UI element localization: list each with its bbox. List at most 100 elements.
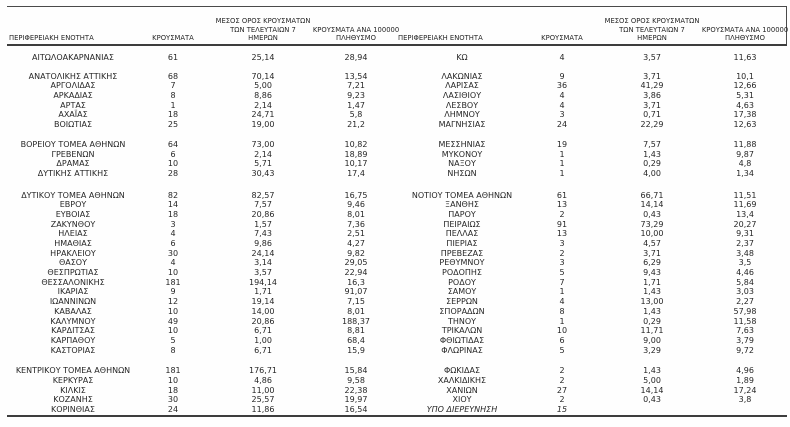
table-row: ΑΡΤΑΣ 1 2,14 1,47: [8, 101, 397, 111]
region-name-cell: ΜΥΚΟΝΟΥ: [441, 149, 483, 159]
cases-cell: 7: [170, 81, 176, 91]
per100k-cell: 2,51: [347, 229, 365, 239]
region-name-cell: ΞΑΝΘΗΣ: [445, 200, 479, 210]
table-row: ΧΑΝΙΩΝ 27 14,14 17,24: [397, 386, 786, 396]
table-row: ΡΟΔΟΠΗΣ 5 9,43 4,46: [397, 268, 786, 278]
cases-cell: 61: [167, 53, 179, 62]
per100k-cell: 5,84: [736, 277, 754, 287]
avg7-cell: 3,71: [643, 100, 661, 110]
cases-cell: 10: [167, 159, 179, 169]
avg7-cell: 5,00: [254, 81, 272, 91]
region-name-cell: ΓΡΕΒΕΝΩΝ: [51, 149, 95, 159]
per100k-cell: 28,94: [344, 53, 368, 62]
table-row: ΝΗΣΩΝ 1 4,00 1,34: [397, 169, 786, 179]
per100k-cell: 12,66: [733, 81, 757, 91]
avg7-cell: 7,57: [254, 200, 272, 210]
cases-cell: 30: [167, 248, 179, 258]
region-name-cell: ΛΑΣΙΘΙΟΥ: [442, 91, 482, 101]
col-header-avg7-line3: ΗΜΕΡΩΝ: [248, 33, 278, 42]
region-name-cell: ΝΑΞΟΥ: [448, 159, 476, 169]
table-row: ΒΟΙΩΤΙΑΣ 25 19,00 21,2: [8, 120, 397, 130]
table-row: ΣΑΜΟΥ 1 1,43 3,03: [397, 287, 786, 297]
table-row: ΘΕΣΠΡΩΤΙΑΣ 10 3,57 22,94: [8, 268, 397, 278]
per100k-cell: 8,01: [347, 209, 365, 219]
per100k-cell: 16,3: [347, 277, 365, 287]
region-name-cell: ΚΑΛΥΜΝΟΥ: [50, 316, 96, 326]
per100k-cell: 11,51: [733, 190, 757, 200]
cases-cell: 4: [559, 100, 565, 110]
avg7-cell: 82,57: [251, 190, 275, 200]
table-row: ΔΥΤΙΚΗΣ ΑΤΤΙΚΗΣ 28 30,43 17,4: [8, 169, 397, 179]
cases-cell: 1: [559, 149, 565, 159]
table-row: ΘΑΣΟΥ 4 3,14 29,05: [8, 258, 397, 268]
table-row: ΡΟΔΟΥ 7 1,71 5,84: [397, 278, 786, 288]
row-spacer: [397, 63, 786, 72]
cases-cell: 1: [559, 159, 565, 169]
cases-cell: 4: [559, 53, 565, 62]
cases-cell: 4: [170, 229, 176, 239]
col-header-cases: ΚΡΟΥΣΜΑΤΑ: [527, 7, 597, 44]
cases-cell: 3: [559, 258, 565, 268]
region-name-cell: ΦΛΩΡΙΝΑΣ: [441, 345, 483, 355]
per100k-cell: 10,1: [736, 71, 754, 81]
table-row: ΗΡΑΚΛΕΙΟΥ 30 24,14 9,82: [8, 249, 397, 259]
col-header-avg7-line1: ΜΕΣΟΣ ΟΡΟΣ ΚΡΟΥΣΜΑΤΩΝ: [215, 17, 311, 26]
avg7-cell: 14,14: [640, 200, 664, 210]
avg7-cell: 14,14: [640, 385, 664, 395]
cases-cell: 2: [559, 366, 565, 376]
avg7-cell: 5,00: [643, 375, 661, 385]
per100k-cell: 4,96: [736, 366, 754, 376]
region-name-cell: ΚΟΡΙΝΘΙΑΣ: [51, 405, 95, 414]
table-row: ΔΥΤΙΚΟΥ ΤΟΜΕΑ ΑΘΗΝΩΝ 82 82,57 16,75: [8, 191, 397, 201]
avg7-cell: 3,57: [254, 268, 272, 278]
region-name-cell: ΚΟΖΑΝΗΣ: [53, 395, 93, 405]
cases-cell: 5: [559, 268, 565, 278]
region-name-cell: ΕΒΡΟΥ: [59, 200, 87, 210]
cases-cell: 4: [170, 258, 176, 268]
cases-cell: 1: [559, 316, 565, 326]
region-name-cell: ΚΑΡΔΙΤΣΑΣ: [51, 326, 95, 336]
col-header-region-label: ΠΕΡΙΦΕΡΕΙΑΚΗ ΕΝΟΤΗΤΑ: [398, 33, 483, 42]
cases-cell: 10: [167, 375, 179, 385]
avg7-cell: 3,14: [254, 258, 272, 268]
table-row: ΛΑΚΩΝΙΑΣ 9 3,71 10,1: [397, 72, 786, 82]
avg7-cell: 9,00: [643, 335, 661, 345]
table-row: ΧΑΛΚΙΔΙΚΗΣ 2 5,00 1,89: [397, 376, 786, 386]
region-name-cell: ΛΑΡΙΣΑΣ: [445, 81, 479, 91]
col-header-per100k-line1: ΚΡΟΥΣΜΑΤΑ ΑΝΑ 100000: [701, 25, 789, 34]
region-name-cell: ΡΟΔΟΠΗΣ: [442, 268, 482, 278]
table-row: ΛΑΡΙΣΑΣ 36 41,29 12,66: [397, 81, 786, 91]
region-name-cell: ΚΑΡΠΑΘΟΥ: [50, 335, 96, 345]
per100k-cell: 7,63: [736, 326, 754, 336]
row-spacer: [397, 179, 786, 191]
region-name-cell: ΠΙΕΡΙΑΣ: [446, 239, 478, 248]
per100k-cell: 18,89: [344, 149, 368, 159]
avg7-cell: 1,71: [254, 287, 272, 297]
region-name-cell: ΒΟΡΕΙΟΥ ΤΟΜΕΑ ΑΘΗΝΩΝ: [20, 139, 126, 149]
table-row: ΦΩΚΙΔΑΣ 2 1,43 4,96: [397, 366, 786, 376]
avg7-cell: 24,71: [251, 110, 275, 120]
avg7-cell: 1,00: [254, 335, 272, 345]
table-row: ΚΙΛΚΙΣ 18 11,00 22,38: [8, 386, 397, 396]
cases-cell: 4: [559, 297, 565, 307]
per100k-cell: 19,97: [344, 395, 368, 405]
table-row: ΚΑΛΥΜΝΟΥ 49 20,86 188,37: [8, 317, 397, 327]
cases-cell: 181: [165, 366, 181, 376]
region-name-cell: ΗΡΑΚΛΕΙΟΥ: [50, 248, 96, 258]
per100k-cell: 2,37: [736, 239, 754, 248]
col-header-per100k: ΚΡΟΥΣΜΑΤΑ ΑΝΑ 100000 ΠΛΗΘΥΣΜΟ: [313, 7, 399, 44]
avg7-cell: 41,29: [640, 81, 664, 91]
cases-cell: 181: [165, 277, 181, 287]
table-row: ΚΑΒΑΛΑΣ 10 14,00 8,01: [8, 307, 397, 317]
table-row: ΧΙΟΥ 2 0,43 3,8: [397, 395, 786, 405]
region-name-cell: ΡΕΘΥΜΝΟΥ: [439, 258, 485, 268]
table-row: ΜΕΣΣΗΝΙΑΣ 19 7,57 11,88: [397, 140, 786, 150]
per100k-cell: [707, 405, 783, 415]
cases-cell: 3: [559, 110, 565, 120]
region-name-cell: ΤΗΝΟΥ: [447, 316, 477, 326]
region-name-cell: ΠΕΛΛΑΣ: [445, 229, 479, 239]
row-spacer: [8, 355, 397, 366]
cases-cell: 28: [167, 168, 179, 178]
avg7-cell: 30,43: [251, 168, 275, 178]
per100k-cell: 91,07: [344, 287, 368, 297]
